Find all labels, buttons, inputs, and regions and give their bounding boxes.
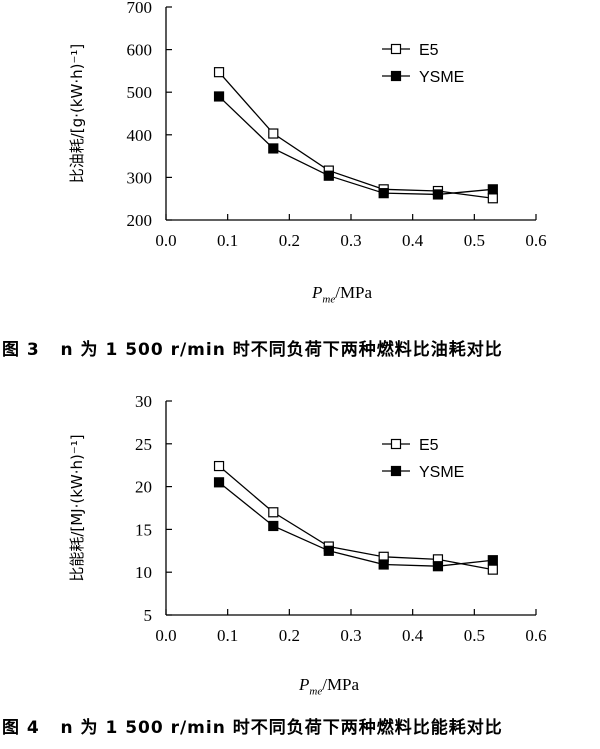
x-axis-label: Pme/MPa [299,675,359,697]
data-point-ysme [432,561,444,572]
y-tick-label: 30 [135,392,152,411]
chart-svg: 5 10 15 20 25 30 0.0 0.1 0.2 0.3 0.4 0.5 0.6 比能耗/[MJ·… [68,392,547,645]
data-point-ysme [323,170,334,181]
y-tick-label: 700 [127,0,153,17]
data-point-ysme [487,184,498,195]
legend-marker-ysme [390,465,402,477]
x-axis-symbol: P [299,675,310,694]
chart-panel-fuel-consumption: 200 300 400 500 600 700 0.0 0.1 0.2 0.3 0.4 0.5 0.6 比… [2,0,547,360]
x-axis-subscript: me [309,685,323,698]
y-tick-label: 500 [127,83,153,102]
x-axis-unit: /MPa [335,283,373,302]
x-tick-label: 0.0 [155,231,176,250]
data-point-e5 [487,193,498,204]
data-point-e5 [213,67,225,78]
y-axis-label: 比油耗/[g·(kW·h)⁻¹] [68,44,86,183]
data-point-ysme [323,545,334,556]
data-point-ysme [432,189,444,200]
data-point-ysme [213,91,225,102]
x-tick-label: 0.1 [217,231,238,250]
x-tick-label: 0.6 [525,626,546,645]
x-axis-symbol: P [312,283,323,302]
data-point-e5 [268,507,279,518]
y-axis-label: 比能耗/[MJ·(kW·h)⁻¹] [68,434,86,581]
legend-label-ysme: YSME [419,464,464,481]
data-point-e5 [213,460,225,472]
x-tick-label: 0.1 [217,626,238,645]
legend-label-e5: E5 [419,42,439,59]
y-tick-label: 200 [127,211,153,230]
y-tick-label: 300 [127,168,153,187]
data-point-ysme [268,520,279,532]
x-tick-label: 0.2 [279,626,300,645]
data-point-ysme [378,188,389,199]
legend-marker-e5 [390,438,402,450]
chart-svg: 200 300 400 500 600 700 0.0 0.1 0.2 0.3 0.4 0.5 0.6 比… [68,0,547,250]
y-tick-label: 25 [135,435,152,454]
legend-label-ysme: YSME [419,69,464,86]
x-tick-label: 0.0 [155,626,176,645]
y-tick-label: 10 [135,563,152,582]
x-axis-subscript: me [322,293,336,306]
data-point-ysme [487,555,498,566]
legend-marker-ysme [390,70,402,82]
y-tick-label: 400 [127,126,153,145]
y-tick-label: 15 [135,520,152,539]
x-tick-label: 0.4 [402,231,424,250]
chart-panel-energy-consumption: 5 10 15 20 25 30 0.0 0.1 0.2 0.3 0.4 0.5 0.6 比能耗/[MJ·… [0,375,600,749]
x-axis-label: Pme/MPa [312,283,372,305]
figure-caption: 图 3 n 为 1 500 r/min 时不同负荷下两种燃料比油耗对比 [2,340,503,360]
series-line-e5 [218,71,493,199]
x-tick-label: 0.3 [340,231,361,250]
x-tick-label: 0.3 [340,626,361,645]
data-point-e5 [487,564,498,575]
data-point-e5 [268,128,279,139]
data-point-ysme [378,559,389,570]
series-line-ysme [218,95,493,196]
x-axis-unit: /MPa [322,675,360,694]
y-tick-label: 20 [135,478,152,497]
series-line-e5 [218,465,493,571]
data-point-ysme [213,477,225,488]
x-tick-label: 0.2 [279,231,300,250]
x-tick-label: 0.5 [464,231,485,250]
legend-label-e5: E5 [419,437,439,454]
data-point-ysme [268,143,279,154]
y-tick-label: 600 [127,41,153,60]
legend-marker-e5 [390,43,402,55]
y-tick-label: 5 [144,606,153,625]
x-tick-label: 0.4 [402,626,424,645]
series-line-ysme [218,481,493,567]
x-tick-label: 0.5 [464,626,485,645]
x-tick-label: 0.6 [525,231,546,250]
figure-caption: 图 4 n 为 1 500 r/min 时不同负荷下两种燃料比能耗对比 [2,718,503,738]
